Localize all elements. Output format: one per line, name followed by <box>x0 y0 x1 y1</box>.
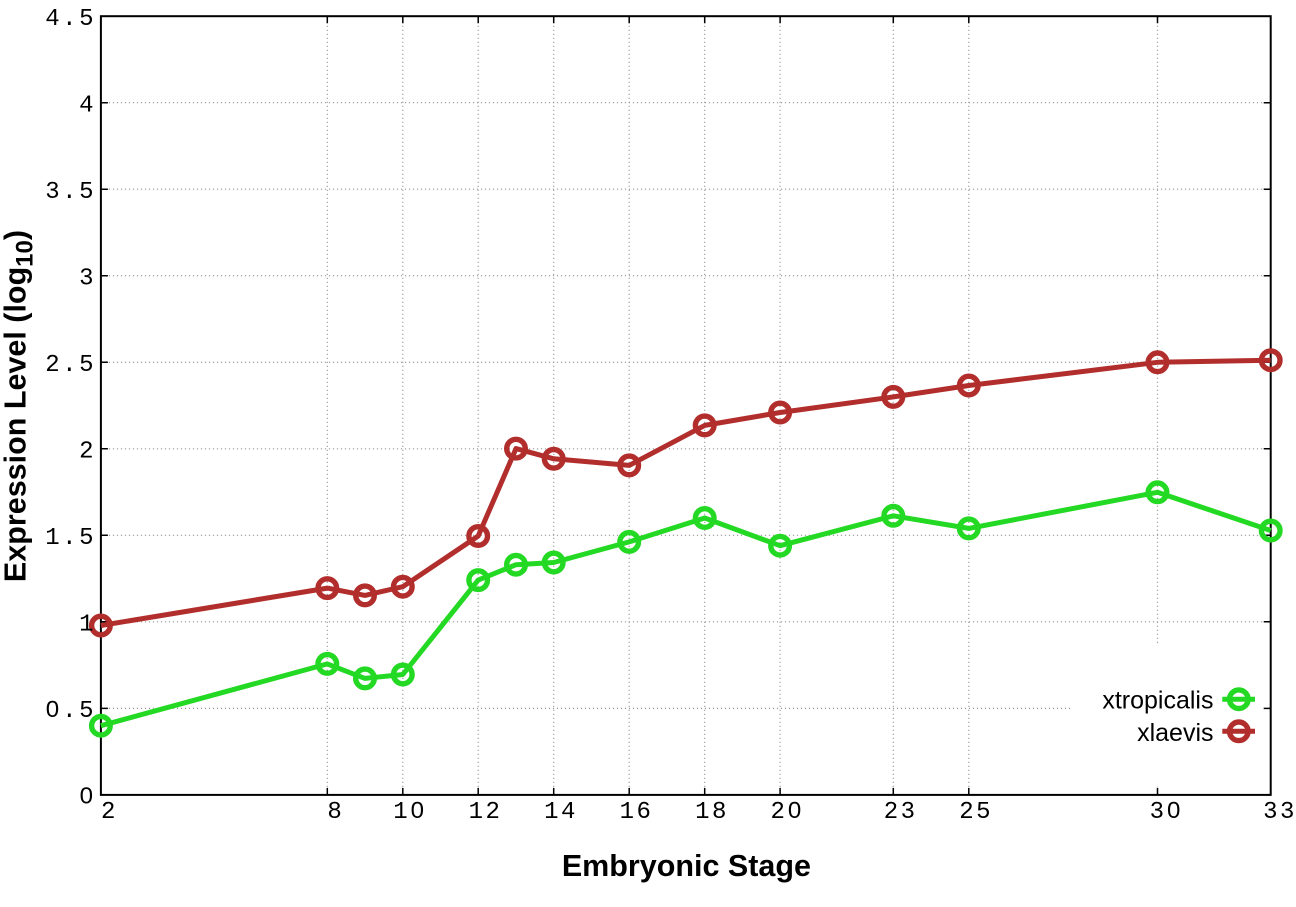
svg-text:18: 18 <box>695 799 729 826</box>
svg-text:23: 23 <box>884 799 918 826</box>
svg-text:Embryonic Stage: Embryonic Stage <box>562 849 811 883</box>
svg-text:xlaevis: xlaevis <box>1137 719 1213 747</box>
svg-text:4: 4 <box>79 92 96 119</box>
svg-text:3.5: 3.5 <box>45 179 96 206</box>
svg-text:25: 25 <box>959 799 993 826</box>
svg-text:30: 30 <box>1150 799 1184 826</box>
svg-text:1: 1 <box>79 611 96 638</box>
svg-text:2.5: 2.5 <box>45 352 96 379</box>
svg-text:12: 12 <box>469 799 503 826</box>
svg-text:2: 2 <box>101 799 118 826</box>
svg-text:Expression Level (log10): Expression Level (log10) <box>0 230 39 582</box>
svg-text:20: 20 <box>770 799 804 826</box>
svg-text:33: 33 <box>1263 799 1296 826</box>
svg-text:8: 8 <box>327 799 344 826</box>
svg-text:14: 14 <box>544 799 578 826</box>
svg-text:2: 2 <box>79 438 96 465</box>
svg-text:xtropicalis: xtropicalis <box>1102 686 1213 714</box>
svg-text:3: 3 <box>79 265 96 292</box>
svg-text:4.5: 4.5 <box>45 6 96 33</box>
svg-text:1.5: 1.5 <box>45 525 96 552</box>
svg-text:10: 10 <box>393 799 427 826</box>
svg-text:16: 16 <box>620 799 654 826</box>
